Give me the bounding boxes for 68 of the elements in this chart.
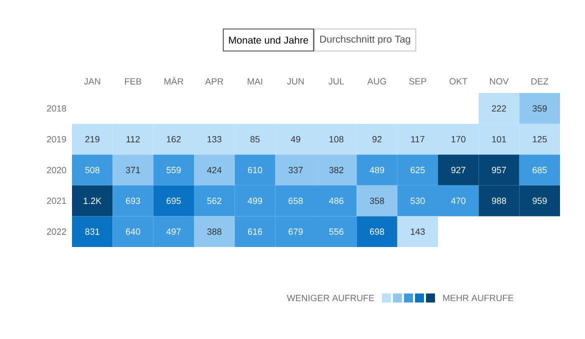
x-tick-label: FEB <box>125 78 142 84</box>
data-label: 101 <box>492 136 506 142</box>
data-label: 695 <box>166 198 181 204</box>
data-label: 470 <box>451 198 466 204</box>
data-label: 698 <box>370 228 384 235</box>
x-tick-label: JUL <box>328 78 344 84</box>
data-label: 508 <box>85 166 100 174</box>
data-label: 49 <box>290 136 300 142</box>
data-label: 1.2K <box>84 198 102 204</box>
data-label: 658 <box>288 198 303 204</box>
data-label: 927 <box>451 166 466 174</box>
data-label: 388 <box>207 228 222 235</box>
data-label: 222 <box>492 105 506 112</box>
data-label: 616 <box>248 228 262 235</box>
x-tick-label: AUG <box>367 78 386 84</box>
x-tick-label: SEP <box>409 78 426 84</box>
x-tick-label: JAN <box>84 78 100 84</box>
data-label: 640 <box>126 228 140 235</box>
x-tick-label: NOV <box>490 78 509 84</box>
x-tick-label: MÄR <box>164 76 184 84</box>
data-label: 112 <box>126 136 140 142</box>
data-label: 117 <box>411 136 424 142</box>
text: Durchschnitt pro Tag <box>320 35 410 45</box>
data-label: 497 <box>166 228 181 235</box>
data-label: 170 <box>452 136 466 142</box>
data-label: 424 <box>207 166 222 174</box>
data-label: 143 <box>410 228 425 235</box>
x-tick-label: MAI <box>248 78 262 84</box>
data-label: 499 <box>248 198 262 204</box>
data-label: 562 <box>207 198 222 204</box>
text: Monate und Jahre <box>229 36 308 44</box>
data-label: 559 <box>166 166 181 174</box>
data-label: 108 <box>330 136 344 142</box>
data-label: 556 <box>329 228 344 235</box>
data-label: 959 <box>532 198 547 204</box>
y-tick-label: 2022 <box>46 228 66 235</box>
data-label: 125 <box>532 136 547 142</box>
data-label: 162 <box>166 136 181 142</box>
data-label: 358 <box>370 198 384 204</box>
data-label: 679 <box>288 228 303 235</box>
data-label: 957 <box>492 166 506 174</box>
x-tick-label: OKT <box>450 78 468 84</box>
text: WENIGER AUFRUFE <box>286 294 374 302</box>
data-label: 219 <box>85 136 100 142</box>
data-label: 610 <box>248 166 262 174</box>
y-tick-label: 2019 <box>46 136 66 142</box>
data-label: 85 <box>250 136 260 142</box>
data-label: 92 <box>372 136 382 142</box>
data-label: 693 <box>126 198 140 204</box>
data-label: 831 <box>85 228 100 235</box>
x-tick-label: APR <box>205 78 224 84</box>
y-tick-label: 2021 <box>46 198 66 204</box>
data-label: 988 <box>492 198 506 204</box>
data-label: 625 <box>410 166 425 174</box>
data-label: 530 <box>410 198 425 204</box>
data-label: 489 <box>370 166 384 174</box>
data-label: 133 <box>208 136 222 142</box>
text: MEHR AUFRUFE <box>443 294 514 302</box>
x-tick-label: JUN <box>287 78 304 84</box>
data-label: 685 <box>532 166 547 174</box>
data-label: 371 <box>126 166 140 174</box>
data-label: 337 <box>288 166 303 174</box>
data-label: 486 <box>329 198 344 204</box>
x-tick-label: DEZ <box>531 78 548 84</box>
y-tick-label: 2020 <box>46 166 66 174</box>
data-label: 359 <box>532 105 547 112</box>
data-label: 382 <box>329 166 344 174</box>
y-tick-label: 2018 <box>46 105 66 112</box>
